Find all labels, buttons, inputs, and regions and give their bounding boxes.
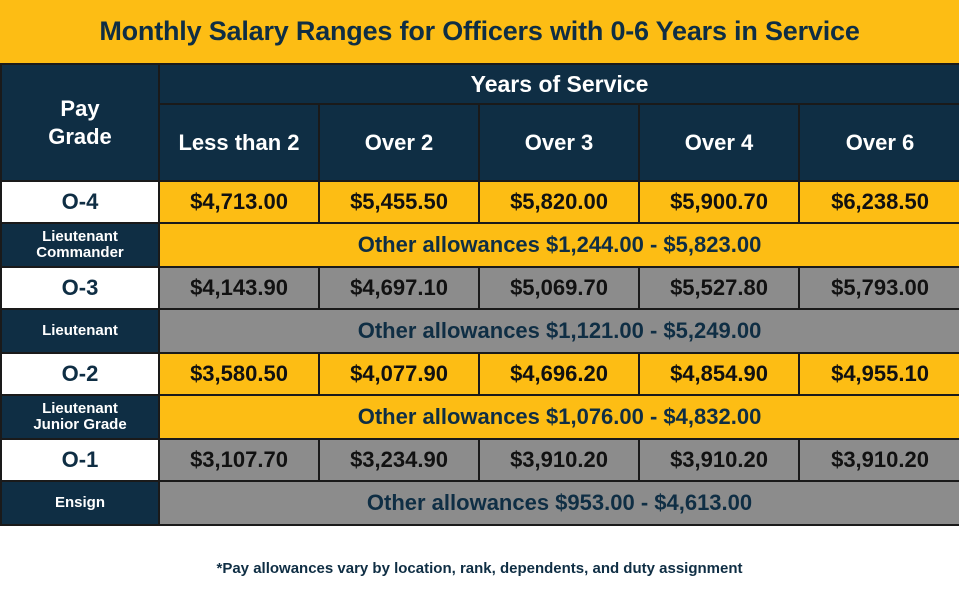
pay-grade-header-line-2: Grade [48,123,112,149]
salary-cell: $3,910.20 [478,438,640,482]
allowance-range-o2: Other allowances $1,076.00 - $4,832.00 [157,394,959,440]
allowance-row-o4: Lieutenant Commander Other allowances $1… [0,222,959,268]
table-row-o2: O-2 $3,580.50 $4,077.90 $4,696.20 $4,854… [0,352,959,396]
salary-cell: $5,069.70 [478,266,640,310]
rank-label-line: Commander [36,244,124,261]
chart-title: Monthly Salary Ranges for Officers with … [0,0,959,63]
pay-grade-o3: O-3 [0,266,160,310]
salary-cell: $3,234.90 [318,438,480,482]
table-row-o1: O-1 $3,107.70 $3,234.90 $3,910.20 $3,910… [0,438,959,482]
years-of-service-header: Years of Service [157,63,959,105]
pay-grade-o4: O-4 [0,180,160,224]
salary-cell: $5,527.80 [638,266,800,310]
footnote: *Pay allowances vary by location, rank, … [216,560,743,577]
rank-label-line: Lieutenant [42,400,118,417]
salary-cell: $4,143.90 [158,266,320,310]
rank-label-o1: Ensign [0,480,160,526]
salary-cell: $5,455.50 [318,180,480,224]
rank-label-line: Junior Grade [33,416,127,433]
salary-cell: $4,697.10 [318,266,480,310]
salary-cell: $6,238.50 [797,180,959,224]
column-header-over-2: Over 2 [318,103,480,182]
salary-table: Pay Grade Years of Service Less than 2 O… [0,63,959,526]
salary-cell: $5,820.00 [478,180,640,224]
allowance-row-o1: Ensign Other allowances $953.00 - $4,613… [0,480,959,526]
column-header-less-than-2: Less than 2 [158,103,320,182]
pay-grade-header-line-1: Pay [60,95,100,121]
pay-grade-header: Pay Grade [0,63,160,182]
salary-cell: $3,580.50 [158,352,320,396]
salary-cell: $5,900.70 [638,180,800,224]
allowance-range-o4: Other allowances $1,244.00 - $5,823.00 [157,222,959,268]
salary-cell: $5,793.00 [797,266,959,310]
salary-cell: $4,955.10 [797,352,959,396]
allowance-row-o2: Lieutenant Junior Grade Other allowances… [0,394,959,440]
salary-cell: $3,910.20 [638,438,800,482]
salary-cell: $4,696.20 [478,352,640,396]
column-header-over-3: Over 3 [478,103,640,182]
pay-grade-o2: O-2 [0,352,160,396]
allowance-range-o3: Other allowances $1,121.00 - $5,249.00 [157,308,959,354]
allowance-row-o3: Lieutenant Other allowances $1,121.00 - … [0,308,959,354]
column-header-over-4: Over 4 [638,103,800,182]
rank-label-line: Lieutenant [42,228,118,245]
rank-label-line: Lieutenant [42,322,118,339]
rank-label-o4: Lieutenant Commander [0,222,160,268]
table-row-o3: O-3 $4,143.90 $4,697.10 $5,069.70 $5,527… [0,266,959,310]
rank-label-line: Ensign [54,494,105,511]
salary-cell: $4,713.00 [158,180,320,224]
pay-grade-o1: O-1 [0,438,160,482]
salary-cell: $3,910.20 [797,438,959,482]
rank-label-o2: Lieutenant Junior Grade [0,394,160,440]
salary-cell: $4,077.90 [318,352,480,396]
column-header-over-6: Over 6 [797,103,959,182]
salary-cell: $3,107.70 [158,438,320,482]
allowance-range-o1: Other allowances $953.00 - $4,613.00 [157,480,959,526]
rank-label-o3: Lieutenant [0,308,160,354]
table-row-o4: O-4 $4,713.00 $5,455.50 $5,820.00 $5,900… [0,180,959,224]
salary-cell: $4,854.90 [638,352,800,396]
